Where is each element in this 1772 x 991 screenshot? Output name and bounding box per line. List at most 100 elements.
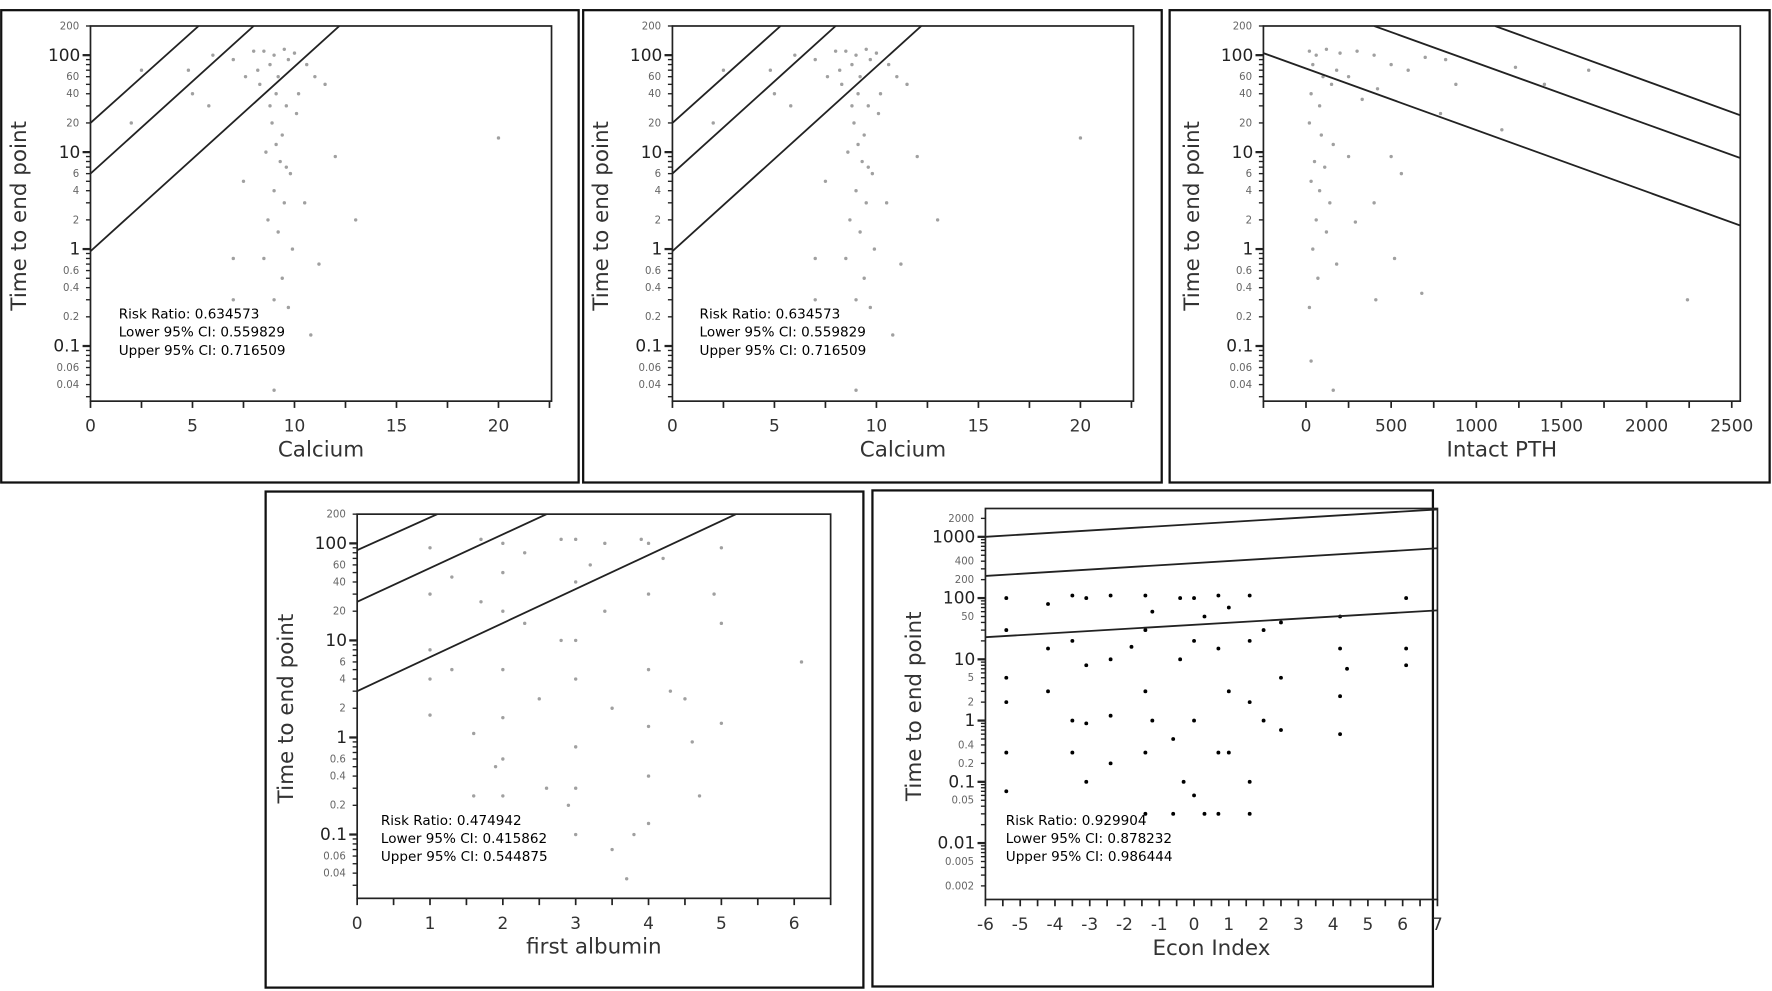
y-tick-label: 0.04	[57, 380, 80, 391]
data-point	[866, 165, 870, 169]
x-tick-label: 500	[1375, 416, 1407, 436]
y-tick-label: 10	[1232, 142, 1254, 162]
data-point	[915, 154, 919, 159]
data-point	[860, 159, 864, 164]
data-point	[858, 230, 862, 234]
data-point	[610, 847, 614, 852]
y-tick-label: 0.04	[323, 869, 346, 880]
data-point	[231, 57, 235, 62]
data-point	[872, 247, 877, 251]
data-point	[501, 715, 505, 720]
data-point	[1307, 121, 1312, 125]
data-point	[1392, 256, 1397, 261]
x-tick-label: 1500	[1540, 416, 1583, 436]
y-tick-label: 40	[66, 89, 79, 100]
data-point	[186, 68, 191, 72]
data-point	[1323, 165, 1327, 169]
fit-line-3	[985, 609, 1438, 639]
data-point	[1334, 262, 1339, 266]
data-point	[496, 136, 501, 140]
data-point	[1355, 49, 1359, 53]
y-tick-label: 0.2	[1236, 312, 1252, 323]
data-point	[544, 786, 549, 790]
data-point	[1226, 689, 1231, 694]
x-tick-label: 4	[1328, 914, 1339, 934]
data-point	[768, 68, 773, 72]
x-tick-label: 10	[866, 416, 888, 436]
data-point	[333, 154, 337, 159]
stats-annotation: Risk Ratio: 0.474942	[381, 813, 522, 829]
data-point	[1247, 700, 1252, 705]
y-tick-label: 0.2	[63, 312, 79, 323]
y-tick-label: 2	[339, 704, 345, 715]
y-tick-label: 2000	[948, 514, 974, 525]
x-axis-title: Calcium	[278, 438, 364, 463]
data-point	[646, 592, 651, 596]
data-point	[1375, 87, 1380, 91]
data-point	[1129, 644, 1134, 649]
data-point	[276, 230, 280, 234]
y-tick-label: 10	[954, 649, 976, 669]
data-point	[129, 121, 133, 125]
y-tick-label: 0.04	[639, 380, 662, 391]
data-point	[1311, 62, 1315, 67]
stats-annotation: Risk Ratio: 0.929904	[1006, 813, 1147, 829]
y-tick-label: 10	[325, 630, 347, 650]
data-point	[840, 82, 844, 87]
data-point	[878, 92, 883, 96]
y-tick-label: 2	[73, 215, 79, 226]
scatter-points	[428, 537, 804, 881]
stats-annotation: Upper 95% CI: 0.716509	[119, 343, 286, 359]
data-point	[264, 150, 268, 154]
data-point	[501, 609, 505, 613]
data-point	[1338, 646, 1343, 651]
data-point	[1046, 602, 1050, 606]
x-tick-label: 6	[1397, 914, 1408, 934]
y-tick-label: 400	[955, 557, 974, 568]
y-axis-title: Time to end point	[274, 614, 299, 805]
data-point	[493, 764, 498, 769]
data-point	[1331, 142, 1335, 147]
y-tick-label: 0.1	[320, 824, 347, 844]
y-tick-label: 0.6	[63, 266, 79, 277]
data-point	[1331, 388, 1335, 392]
data-point	[1346, 154, 1351, 159]
y-tick-label: 200	[326, 510, 345, 521]
data-point	[1143, 750, 1148, 755]
data-point	[1314, 53, 1318, 57]
panel-border	[1168, 9, 1771, 484]
plot-area-frame	[671, 25, 1135, 402]
data-point	[1389, 62, 1393, 67]
data-point	[690, 740, 694, 744]
data-point	[876, 111, 881, 116]
data-point	[288, 171, 293, 176]
data-point	[848, 218, 852, 222]
data-point	[1084, 596, 1089, 600]
data-point	[278, 159, 282, 164]
data-point	[317, 262, 321, 266]
data-point	[1500, 128, 1504, 132]
data-point	[1247, 593, 1252, 598]
data-point	[1004, 750, 1009, 755]
fit-lines	[985, 508, 1438, 639]
data-point	[1279, 620, 1283, 625]
fit-line-2	[672, 25, 837, 175]
data-point	[256, 68, 260, 72]
data-point	[284, 165, 289, 169]
data-point	[1247, 811, 1252, 816]
data-point	[566, 803, 571, 807]
data-point	[472, 731, 476, 736]
data-point	[286, 305, 291, 310]
y-tick-label: 4	[339, 674, 345, 685]
data-point	[309, 333, 313, 337]
data-point	[1247, 779, 1252, 784]
data-point	[899, 262, 903, 266]
fit-line-3	[672, 25, 922, 252]
data-point	[1316, 276, 1320, 280]
data-point	[1216, 646, 1221, 651]
data-point	[1372, 53, 1376, 57]
fit-line-1	[1263, 52, 1741, 227]
data-point	[1070, 718, 1075, 723]
data-point	[1178, 596, 1183, 600]
data-point	[190, 92, 195, 96]
